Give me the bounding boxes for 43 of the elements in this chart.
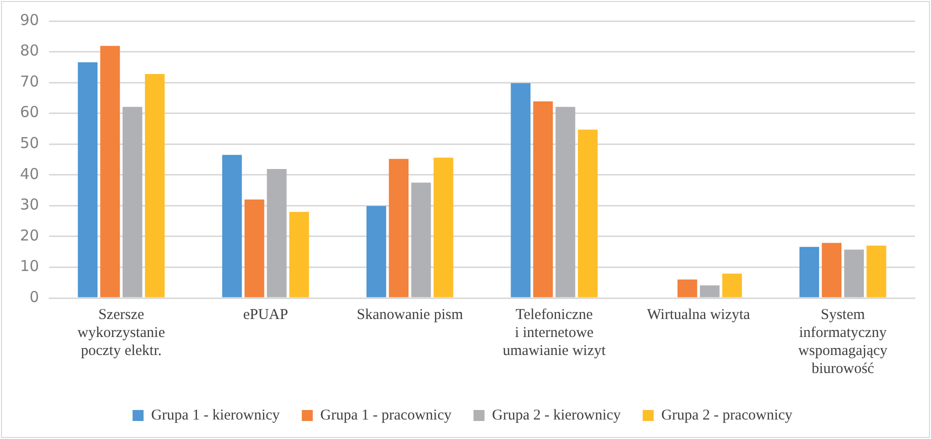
bar [78, 62, 98, 298]
bar [266, 169, 287, 298]
legend-label: Grupa 2 - pracownicy [661, 407, 793, 424]
y-tick-label: 80 [20, 42, 40, 60]
bar [510, 83, 530, 298]
y-tick-label: 0 [30, 288, 40, 306]
bar [556, 106, 576, 298]
legend-label: Grupa 1 - kierownicy [151, 407, 280, 424]
y-tick-label: 30 [20, 196, 40, 214]
bar [822, 242, 842, 298]
bar [100, 46, 120, 298]
x-tick-label: ePUAP [243, 306, 288, 323]
bar [844, 250, 864, 298]
x-tick-label: System informatyczny wspomagający biurowość [798, 306, 888, 377]
legend-label: Grupa 2 - kierownicy [492, 407, 622, 424]
bar [144, 74, 165, 298]
y-tick-label: 60 [20, 103, 40, 122]
x-tick-label: Wirtualna wizyta [646, 306, 750, 323]
bar [799, 246, 820, 298]
bar [578, 130, 598, 298]
x-tick-label: Skanowanie pism [356, 306, 464, 323]
y-tick-label: 90 [20, 10, 40, 29]
x-tick-label: Telefoniczne i internetowe umawianie wizyt [502, 306, 606, 359]
bar [677, 280, 698, 298]
bar [388, 158, 409, 298]
bar [533, 101, 553, 298]
y-tick-label: 70 [20, 72, 40, 90]
bar [289, 212, 309, 298]
y-tick-label: 50 [20, 134, 40, 152]
bar [244, 200, 264, 298]
bar [700, 285, 720, 298]
bar [366, 206, 386, 298]
legend-label: Grupa 1 - pracownicy [320, 407, 452, 424]
y-tick-label: 40 [20, 164, 40, 183]
bar [722, 274, 742, 298]
bar [122, 106, 142, 298]
bar [434, 158, 454, 298]
bar [866, 246, 886, 298]
y-tick-label: 20 [20, 226, 40, 244]
y-tick-label: 10 [20, 257, 40, 276]
x-tick-label: Szersze wykorzystanie poczty elektr. [78, 306, 166, 359]
bar [411, 182, 431, 298]
bar [222, 154, 242, 298]
